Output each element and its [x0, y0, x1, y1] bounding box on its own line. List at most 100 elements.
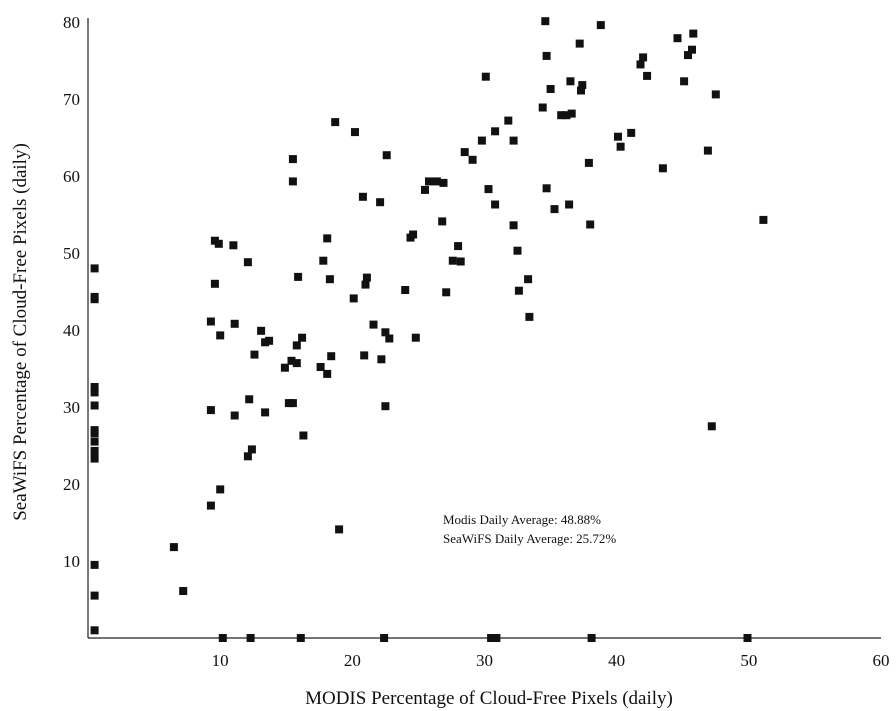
y-tick-label: 50 — [63, 244, 80, 263]
data-point — [673, 34, 682, 43]
annotation-seawifs-average: SeaWiFS Daily Average: 25.72% — [443, 531, 616, 546]
data-point — [567, 109, 576, 118]
x-tick-label: 60 — [873, 651, 890, 670]
data-point — [509, 136, 518, 145]
data-point — [169, 543, 178, 552]
annotation-modis-average: Modis Daily Average: 48.88% — [443, 512, 601, 527]
data-point — [578, 81, 587, 90]
data-point — [358, 192, 367, 201]
x-tick-labels: 10 20 30 40 50 60 — [212, 651, 890, 670]
data-point — [325, 275, 334, 284]
data-point — [323, 234, 332, 243]
data-point — [401, 286, 410, 294]
data-point — [90, 454, 99, 463]
data-point — [376, 198, 385, 207]
data-point — [550, 205, 559, 214]
data-point — [487, 634, 496, 642]
data-point — [565, 200, 574, 209]
x-axis-label: MODIS Percentage of Cloud-Free Pixels (d… — [305, 688, 673, 709]
data-point — [369, 320, 378, 329]
data-point — [210, 279, 219, 288]
y-tick-label: 10 — [63, 552, 80, 571]
data-point — [381, 328, 390, 337]
data-point — [206, 501, 215, 510]
data-point — [454, 242, 463, 251]
data-point — [484, 185, 493, 194]
data-point — [627, 128, 636, 137]
data-point — [265, 336, 274, 345]
data-point — [206, 317, 215, 326]
data-point — [616, 142, 625, 151]
y-tick-label: 80 — [63, 13, 80, 32]
data-point — [230, 319, 239, 328]
data-point — [361, 280, 370, 289]
data-point — [492, 634, 501, 642]
x-tick-label: 30 — [476, 651, 493, 670]
y-tick-label: 70 — [63, 90, 80, 109]
data-point — [442, 288, 451, 297]
data-point — [288, 399, 297, 408]
y-tick-labels: 10 20 30 40 50 60 70 80 — [63, 13, 80, 571]
data-point — [296, 634, 305, 642]
data-point — [421, 185, 429, 194]
data-point — [90, 401, 99, 410]
data-point — [743, 634, 752, 642]
data-point — [542, 51, 551, 60]
x-tick-label: 20 — [344, 651, 361, 670]
y-tick-label: 60 — [63, 167, 80, 186]
data-point — [90, 437, 99, 446]
y-tick-label: 30 — [63, 398, 80, 417]
data-point — [456, 257, 465, 266]
data-point — [481, 72, 490, 81]
data-point — [245, 395, 254, 404]
data-point — [546, 85, 555, 93]
data-point — [90, 388, 99, 397]
data-point — [90, 591, 99, 600]
data-point — [636, 60, 645, 69]
data-point — [575, 39, 584, 48]
data-point — [680, 77, 689, 86]
data-point — [566, 77, 575, 86]
data-point — [688, 45, 696, 54]
data-point — [491, 200, 500, 209]
data-point — [299, 431, 308, 440]
data-point — [460, 148, 469, 157]
data-point — [491, 127, 500, 136]
data-point — [684, 51, 692, 60]
data-point — [247, 445, 256, 454]
data-point — [380, 634, 389, 642]
data-point — [759, 215, 768, 224]
data-point — [542, 184, 551, 193]
data-point — [218, 634, 227, 642]
data-points — [90, 17, 768, 642]
data-point — [179, 587, 188, 595]
data-point — [90, 383, 99, 391]
data-point — [90, 626, 99, 635]
data-point — [525, 312, 534, 321]
data-point — [362, 273, 371, 282]
data-point — [504, 116, 513, 125]
data-point — [316, 363, 325, 371]
data-point — [280, 363, 289, 372]
data-point — [557, 111, 566, 120]
data-point — [206, 406, 215, 415]
y-tick-label: 40 — [63, 321, 80, 340]
data-point — [514, 286, 523, 295]
y-axis-label: SeaWiFS Percentage of Cloud-Free Pixels … — [10, 143, 31, 521]
y-tick-label: 20 — [63, 475, 80, 494]
data-point — [432, 177, 441, 186]
data-point — [658, 164, 667, 173]
data-point — [381, 402, 390, 411]
x-tick-label: 10 — [212, 651, 229, 670]
data-point — [230, 411, 239, 420]
data-point — [425, 177, 433, 186]
data-point — [292, 359, 301, 368]
data-point — [294, 272, 303, 281]
data-point — [382, 151, 391, 160]
data-point — [90, 292, 99, 301]
data-point — [385, 334, 394, 343]
data-point — [246, 634, 255, 642]
data-point — [513, 246, 522, 255]
data-point — [257, 326, 266, 335]
data-point — [377, 355, 386, 364]
